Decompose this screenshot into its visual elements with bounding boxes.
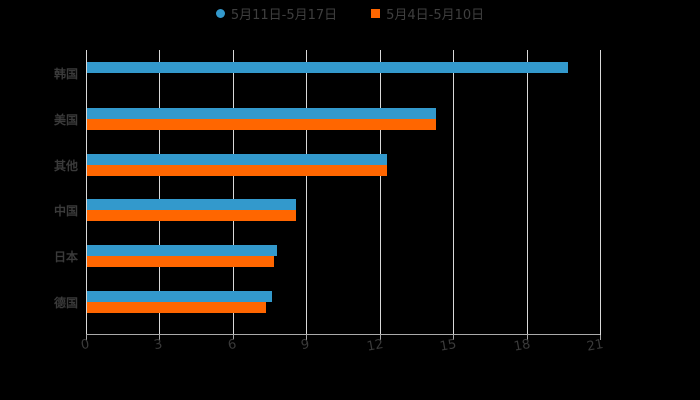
x-tick-label: 12 — [365, 337, 385, 355]
gridline — [379, 50, 381, 335]
x-tick-label: 15 — [438, 337, 458, 355]
gridline — [159, 50, 161, 335]
x-tick-label: 21 — [585, 337, 605, 355]
category-label: 日本 — [53, 250, 78, 265]
bar-series-2[interactable] — [87, 210, 297, 222]
x-tick-label: 18 — [512, 337, 532, 355]
x-tick-label: 9 — [300, 337, 311, 354]
x-tick-label: 3 — [153, 337, 165, 354]
bar-series-1[interactable] — [87, 153, 388, 165]
legend-item-0[interactable]: 5月11日-5月17日 — [215, 4, 338, 23]
category-label: 美国 — [53, 112, 78, 127]
x-tick — [232, 335, 234, 340]
bar-series-2[interactable] — [87, 302, 266, 313]
square-marker-icon — [371, 8, 381, 18]
category-label: 韩国 — [53, 67, 78, 81]
x-tick — [86, 335, 87, 340]
bar-series-2[interactable] — [87, 118, 436, 130]
legend: 5月11日-5月17日 5月4日-5月10日 — [0, 3, 700, 23]
legend-item-1[interactable]: 5月4日-5月10日 — [371, 4, 484, 23]
bar-series-2[interactable] — [87, 164, 388, 176]
x-tick — [159, 335, 161, 340]
x-tick — [453, 335, 455, 340]
gridline — [232, 50, 234, 335]
category-label: 德国 — [53, 296, 78, 310]
bar-series-1[interactable] — [87, 107, 436, 119]
x-axis-line — [86, 334, 600, 335]
gridline — [526, 50, 528, 335]
bar-series-2[interactable] — [87, 256, 275, 268]
x-tick-label: 6 — [226, 337, 238, 354]
bar-series-1[interactable] — [87, 291, 273, 302]
plot-area — [86, 50, 601, 335]
x-tick-label: 0 — [79, 337, 91, 354]
circle-marker-icon — [215, 8, 225, 18]
legend-label: 5月4日-5月10日 — [386, 7, 485, 23]
legend-label: 5月11日-5月17日 — [230, 7, 338, 23]
x-tick — [379, 335, 381, 340]
x-tick — [306, 335, 308, 340]
gridline — [453, 50, 455, 335]
x-tick — [526, 335, 528, 340]
x-tick — [600, 335, 601, 340]
gridline — [600, 50, 601, 335]
gridline — [86, 50, 87, 335]
bar-series-1[interactable] — [87, 62, 569, 73]
category-label: 中国 — [53, 204, 78, 219]
bar-series-1[interactable] — [87, 245, 277, 257]
gridline — [306, 50, 308, 335]
bar-series-1[interactable] — [87, 199, 297, 211]
category-label: 其他 — [53, 158, 78, 173]
